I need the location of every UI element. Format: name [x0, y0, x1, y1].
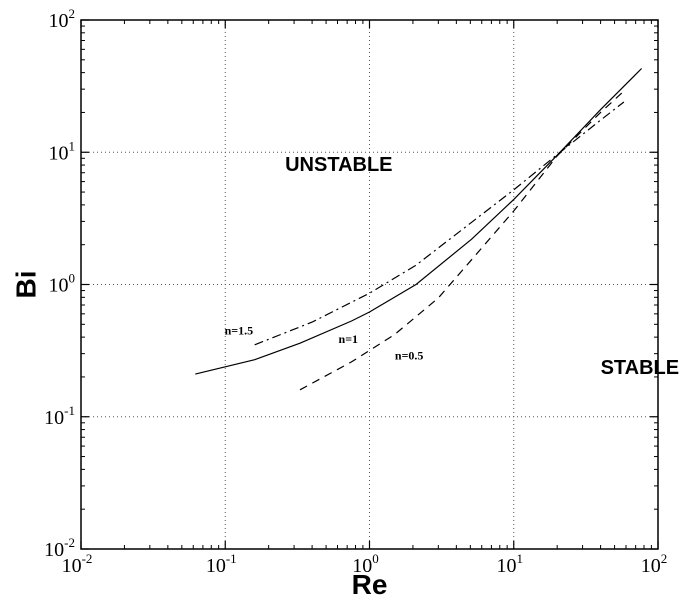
x-tick-label: 101 [497, 551, 524, 577]
axis-ticks: 10-2 10-1 100 101 102 10-2 10-1 100 101 102 [44, 6, 667, 577]
x-tick-label: 100 [352, 551, 379, 577]
grid-lines [81, 20, 658, 549]
series-line-n-1 [195, 68, 643, 375]
x-axis-title: Re [352, 569, 388, 600]
region-label-unstable: UNSTABLE [285, 154, 392, 176]
series-label: n=1.5 [225, 323, 254, 337]
series-label: n=1 [339, 332, 359, 346]
x-tick-label: 10-1 [206, 551, 237, 577]
y-tick-label: 100 [49, 271, 76, 297]
y-tick-label: 102 [49, 6, 76, 32]
x-tick-label: 102 [641, 551, 668, 577]
series-line-n-1-5 [254, 101, 625, 346]
series-line-n-0-5 [299, 88, 627, 391]
x-tick-label: 10-2 [62, 551, 93, 577]
region-label-stable: STABLE [601, 357, 679, 379]
y-tick-label: 10-2 [44, 535, 75, 561]
series-lines [195, 68, 643, 391]
y-tick-label: 10-1 [44, 403, 75, 429]
chart-labels: n=1 n=1.5 n=0.5 UNSTABLE STABLE [225, 154, 679, 379]
y-tick-label: 101 [49, 138, 76, 164]
y-axis-title: Bi [10, 271, 41, 299]
series-label: n=0.5 [395, 349, 424, 363]
